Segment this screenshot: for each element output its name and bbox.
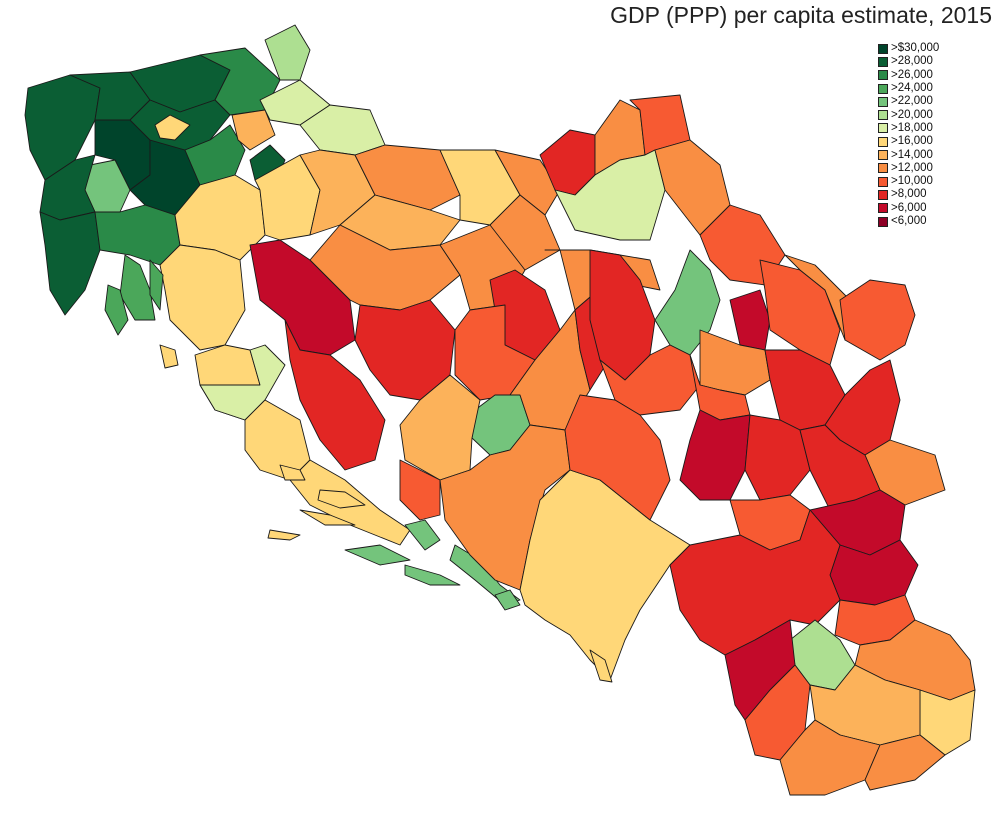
map-region xyxy=(104,284,129,336)
map-region xyxy=(249,239,356,356)
map-region xyxy=(669,509,841,656)
map-region xyxy=(309,224,461,311)
legend-swatch xyxy=(878,176,888,187)
map-region xyxy=(279,464,306,481)
legend-swatch xyxy=(878,216,888,227)
map-region xyxy=(149,259,164,311)
legend-label: >12,000 xyxy=(891,161,933,174)
legend-swatch xyxy=(878,83,888,94)
map-region xyxy=(759,259,841,366)
legend-label: >14,000 xyxy=(891,148,933,161)
legend-item: >22,000 xyxy=(878,95,939,108)
map-region xyxy=(159,344,179,369)
map-region xyxy=(399,459,441,521)
map-region xyxy=(154,114,191,141)
map-region xyxy=(404,564,461,586)
legend-label: >6,000 xyxy=(891,201,927,214)
map-region xyxy=(94,204,181,266)
legend-swatch xyxy=(878,189,888,200)
legend-swatch xyxy=(878,70,888,81)
legend-swatch xyxy=(878,123,888,134)
map-region xyxy=(744,414,811,501)
legend-label: >$30,000 xyxy=(891,42,940,55)
legend-swatch xyxy=(878,110,888,121)
map-region xyxy=(839,279,916,361)
map-region xyxy=(299,509,356,526)
map-region xyxy=(729,289,771,351)
map-region xyxy=(267,529,301,541)
legend-swatch xyxy=(878,136,888,147)
legend-item: >6,000 xyxy=(878,202,939,215)
map-region xyxy=(317,489,366,509)
map-region xyxy=(589,649,613,683)
legend-label: >18,000 xyxy=(891,121,933,134)
legend-item: <6,000 xyxy=(878,215,939,228)
legend-swatch xyxy=(878,96,888,107)
map-region xyxy=(564,394,671,521)
legend-label: <6,000 xyxy=(891,215,927,227)
map-region xyxy=(679,409,751,501)
legend-label: >28,000 xyxy=(891,55,933,68)
legend-item: >18,000 xyxy=(878,122,939,135)
legend-label: >16,000 xyxy=(891,135,933,148)
map-region xyxy=(264,24,311,81)
map-region xyxy=(159,244,246,351)
legend-item: >10,000 xyxy=(878,175,939,188)
legend-label: >8,000 xyxy=(891,188,927,201)
map-region xyxy=(494,149,561,216)
legend-swatch xyxy=(878,43,888,54)
legend-label: >22,000 xyxy=(891,95,933,108)
legend-item: >20,000 xyxy=(878,108,939,121)
legend-label: >10,000 xyxy=(891,175,933,188)
map-region xyxy=(244,399,311,481)
legend-swatch xyxy=(878,150,888,161)
map-region xyxy=(519,469,691,681)
legend-swatch xyxy=(878,203,888,214)
legend-item: >16,000 xyxy=(878,135,939,148)
legend-label: >20,000 xyxy=(891,108,933,121)
legend-label: >24,000 xyxy=(891,82,933,95)
map-legend: >$30,000 >28,000 >26,000 >24,000 >22,000 >20,… xyxy=(878,42,939,228)
map-region xyxy=(864,734,946,791)
map-region xyxy=(404,519,441,551)
legend-swatch xyxy=(878,163,888,174)
map-region xyxy=(494,589,521,611)
legend-item: >14,000 xyxy=(878,148,939,161)
map-region xyxy=(39,211,101,316)
map-region xyxy=(284,319,386,471)
legend-swatch xyxy=(878,56,888,67)
map-region xyxy=(744,664,811,761)
legend-item: >24,000 xyxy=(878,82,939,95)
legend-label: >26,000 xyxy=(891,68,933,81)
legend-item: >26,000 xyxy=(878,69,939,82)
map-region xyxy=(231,109,276,151)
legend-item: >28,000 xyxy=(878,55,939,68)
map-region xyxy=(344,544,411,566)
legend-item: >8,000 xyxy=(878,188,939,201)
legend-item: >12,000 xyxy=(878,162,939,175)
legend-item: >$30,000 xyxy=(878,42,939,55)
map-title: GDP (PPP) per capita estimate, 2015 xyxy=(610,2,992,28)
